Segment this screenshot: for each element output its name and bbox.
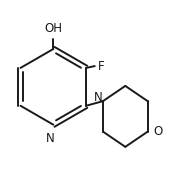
- Text: OH: OH: [44, 22, 62, 35]
- Text: O: O: [153, 125, 163, 138]
- Text: N: N: [46, 132, 55, 145]
- Text: N: N: [94, 91, 103, 104]
- Text: F: F: [98, 60, 105, 73]
